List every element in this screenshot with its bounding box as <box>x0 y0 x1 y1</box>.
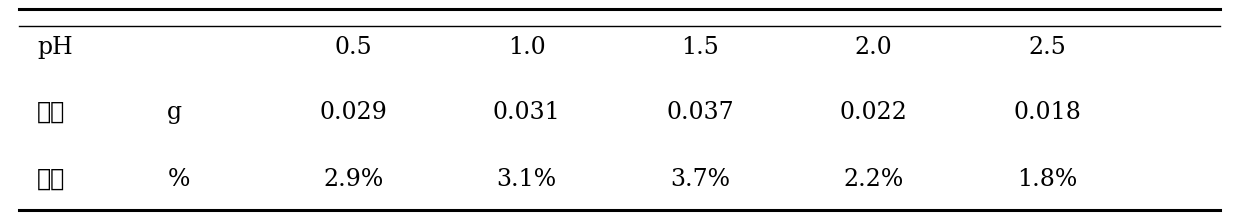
Text: 1.0: 1.0 <box>508 36 545 59</box>
Text: 0.031: 0.031 <box>493 101 560 124</box>
Text: 2.5: 2.5 <box>1028 36 1066 59</box>
Text: 0.029: 0.029 <box>320 101 387 124</box>
Text: 0.018: 0.018 <box>1014 101 1080 124</box>
Text: g: g <box>167 101 182 124</box>
Text: 得率: 得率 <box>37 168 66 191</box>
Text: pH: pH <box>37 36 73 59</box>
Text: 2.2%: 2.2% <box>844 168 903 191</box>
Text: 质量: 质量 <box>37 101 66 124</box>
Text: 3.1%: 3.1% <box>497 168 556 191</box>
Text: 0.5: 0.5 <box>335 36 372 59</box>
Text: 1.5: 1.5 <box>681 36 719 59</box>
Text: 3.7%: 3.7% <box>670 168 730 191</box>
Text: %: % <box>167 168 190 191</box>
Text: 2.0: 2.0 <box>855 36 892 59</box>
Text: 2.9%: 2.9% <box>323 168 383 191</box>
Text: 0.037: 0.037 <box>667 101 733 124</box>
Text: 1.8%: 1.8% <box>1017 168 1077 191</box>
Text: 0.022: 0.022 <box>840 101 907 124</box>
